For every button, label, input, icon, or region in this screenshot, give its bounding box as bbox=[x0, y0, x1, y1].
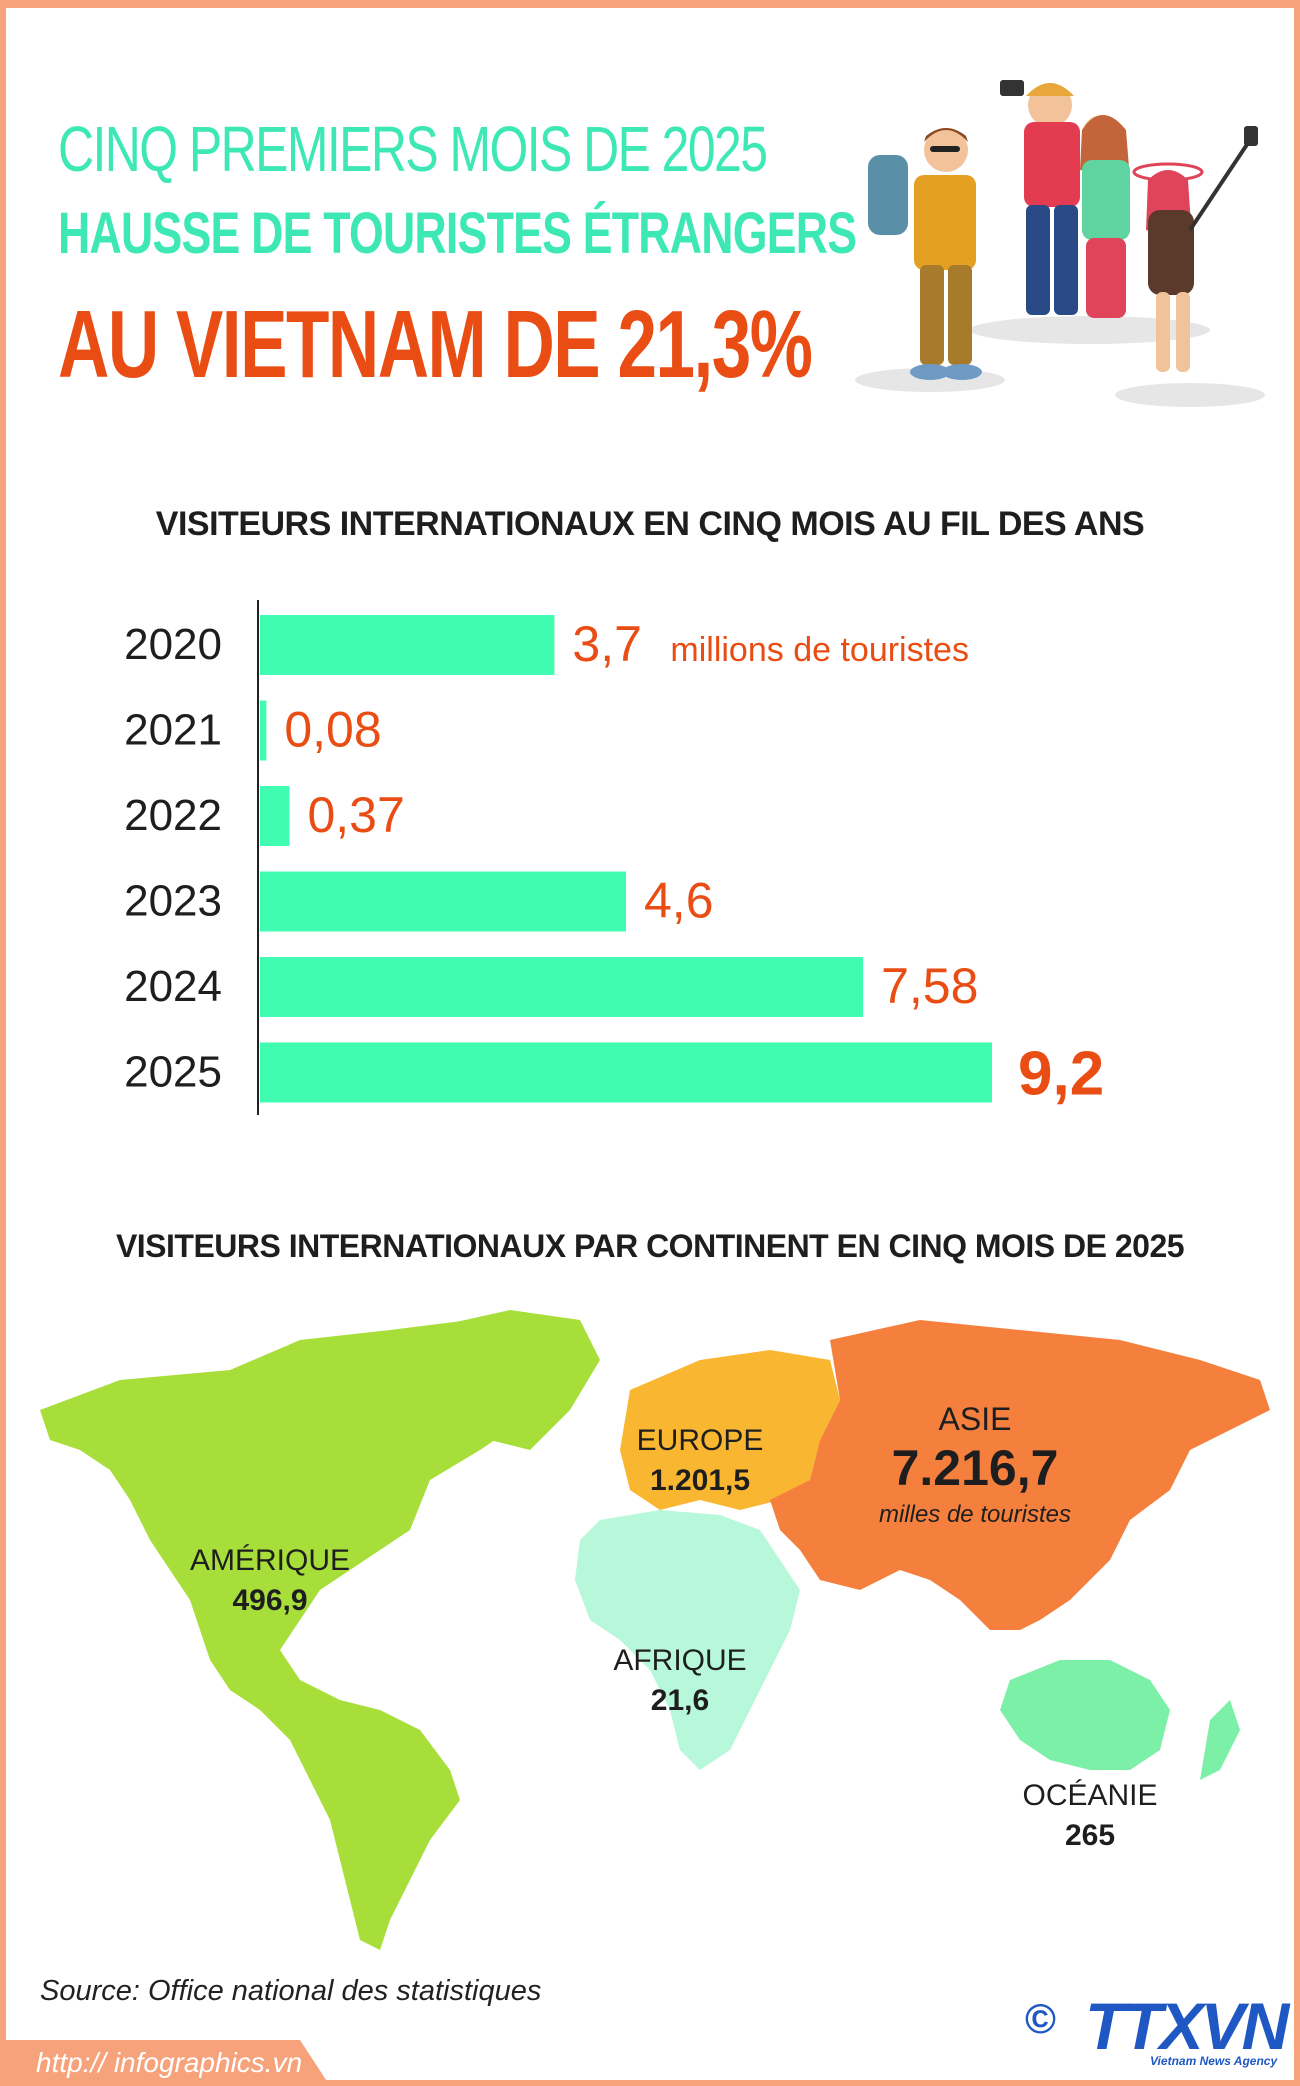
logo-subtitle: Vietnam News Agency bbox=[1150, 2054, 1278, 2068]
map-value-africa: 21,6 bbox=[651, 1684, 709, 1717]
bar-category-label: 2024 bbox=[124, 962, 222, 1011]
bar-2021 bbox=[260, 700, 267, 761]
map-label-oceania: OCÉANIE bbox=[1022, 1779, 1157, 1812]
tourists-illustration bbox=[855, 80, 1265, 407]
bar-category-label: 2023 bbox=[124, 877, 222, 926]
bar-category-label: 2025 bbox=[124, 1048, 222, 1097]
url-banner bbox=[0, 2040, 330, 2086]
bar-value-label: 4,6 bbox=[644, 873, 714, 929]
bar-2024 bbox=[260, 957, 864, 1017]
bar-category-label: 2022 bbox=[124, 791, 222, 840]
header-line-1: CINQ PREMIERS MOIS DE 2025 bbox=[58, 113, 768, 185]
bar-2023 bbox=[260, 871, 626, 932]
map-region-europe bbox=[620, 1350, 840, 1510]
bar-value-label: 3,7 bbox=[572, 616, 642, 672]
bar-chart-title: VISITEURS INTERNATIONAUX EN CINQ MOIS AU… bbox=[155, 505, 1145, 543]
map-label-europe: EUROPE bbox=[637, 1424, 764, 1457]
ttxvn-logo: TTXVN bbox=[1085, 1989, 1289, 2063]
bar-category-label: 2020 bbox=[124, 620, 222, 669]
site-url[interactable]: http:// infographics.vn bbox=[36, 2047, 303, 2078]
bar-value-label: 0,08 bbox=[284, 702, 381, 758]
world-map: AMÉRIQUE 496,9 EUROPE 1.201,5 ASIE 7.216… bbox=[40, 1310, 1270, 1950]
map-label-africa: AFRIQUE bbox=[613, 1644, 746, 1677]
map-value-america: 496,9 bbox=[232, 1584, 307, 1617]
bar-value-label: 9,2 bbox=[1018, 1040, 1104, 1109]
bar-category-label: 2021 bbox=[124, 706, 222, 755]
map-value-europe: 1.201,5 bbox=[650, 1464, 750, 1497]
map-region-oceania bbox=[1000, 1660, 1170, 1770]
map-title: VISITEURS INTERNATIONAUX PAR CONTINENT E… bbox=[115, 1228, 1185, 1264]
map-value-oceania: 265 bbox=[1065, 1819, 1115, 1852]
source-note: Source: Office national des statistiques bbox=[40, 1975, 542, 2007]
map-region-asia bbox=[770, 1320, 1270, 1630]
header-line-2: HAUSSE DE TOURISTES ÉTRANGERS bbox=[58, 201, 857, 266]
map-value-asia: 7.216,7 bbox=[892, 1440, 1059, 1496]
map-label-america: AMÉRIQUE bbox=[190, 1544, 350, 1577]
copyright-icon: © bbox=[1025, 1995, 1056, 2042]
header-line-3: AU VIETNAM DE 21,3% bbox=[58, 291, 813, 398]
map-region-america bbox=[40, 1320, 590, 1950]
map-label-asia: ASIE bbox=[939, 1401, 1012, 1437]
bar-value-label: 7,58 bbox=[881, 958, 978, 1014]
bar-2020 bbox=[260, 615, 555, 675]
bar-value-label: 0,37 bbox=[307, 787, 404, 843]
bar-unit-label: millions de touristes bbox=[670, 631, 969, 669]
bar-2022 bbox=[260, 786, 290, 846]
map-unit-label: milles de touristes bbox=[879, 1501, 1071, 1528]
bar-chart: 2020 3,7 millions de touristes 2021 0,08 2022… bbox=[124, 600, 1104, 1115]
map-region-africa bbox=[575, 1510, 800, 1770]
bar-2025 bbox=[260, 1042, 992, 1103]
